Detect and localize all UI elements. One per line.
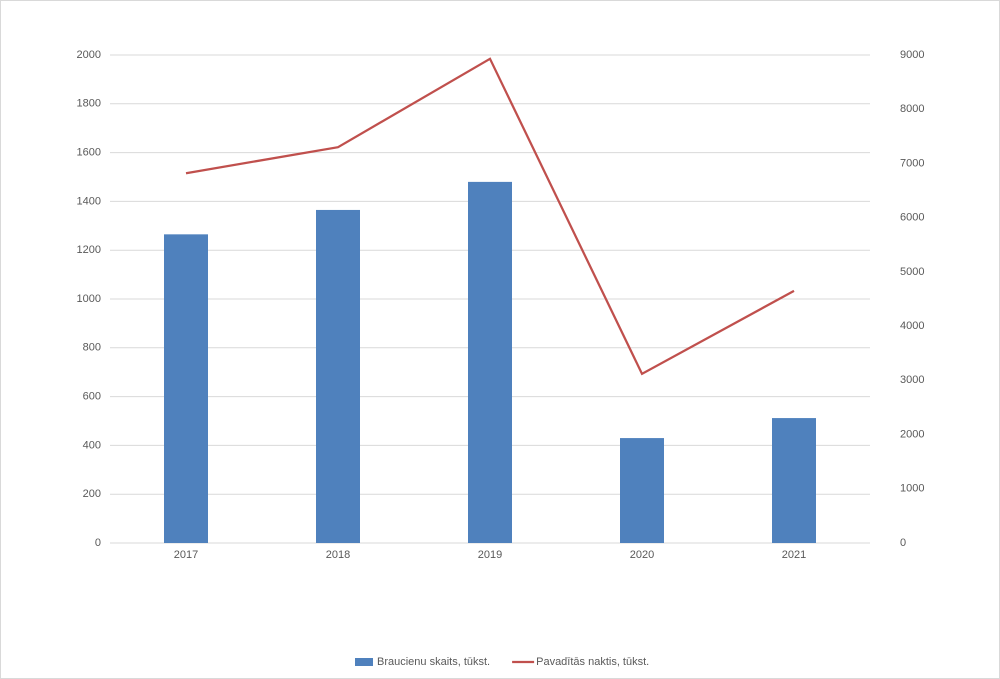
y2-tick-label: 8000 <box>900 103 924 115</box>
y-tick-label: 800 <box>83 342 101 354</box>
y-tick-label: 1600 <box>77 147 101 159</box>
x-tick-label: 2020 <box>630 549 654 561</box>
bar <box>620 438 664 543</box>
y-tick-label: 400 <box>83 439 101 451</box>
x-tick-label: 2017 <box>174 549 198 561</box>
bar <box>772 418 816 543</box>
y2-tick-label: 2000 <box>900 428 924 440</box>
y-tick-label: 1800 <box>77 98 101 110</box>
y-tick-label: 1000 <box>77 293 101 305</box>
y-tick-label: 2000 <box>77 49 101 61</box>
legend-swatch <box>355 658 373 666</box>
y2-tick-label: 5000 <box>900 266 924 278</box>
y2-tick-label: 3000 <box>900 374 924 386</box>
y-tick-label: 600 <box>83 391 101 403</box>
x-tick-label: 2019 <box>478 549 502 561</box>
bar <box>316 209 360 543</box>
y-tick-label: 1400 <box>77 195 101 207</box>
y-tick-label: 200 <box>83 488 101 500</box>
x-tick-label: 2021 <box>782 549 806 561</box>
y-tick-label: 1200 <box>77 244 101 256</box>
y2-tick-label: 6000 <box>900 212 924 224</box>
bar <box>164 234 208 543</box>
legend-label: Braucienu skaits, tūkst. <box>377 656 490 668</box>
y-tick-label: 0 <box>95 537 101 549</box>
legend-label: Pavadītās naktis, tūkst. <box>536 656 649 668</box>
y2-tick-label: 1000 <box>900 483 924 495</box>
line <box>185 57 795 376</box>
y2-tick-label: 4000 <box>900 320 924 332</box>
y2-tick-label: 9000 <box>900 49 924 61</box>
y2-tick-label: 7000 <box>900 157 924 169</box>
x-tick-label: 2018 <box>326 549 350 561</box>
y2-tick-label: 0 <box>900 537 906 549</box>
bar <box>468 181 512 543</box>
